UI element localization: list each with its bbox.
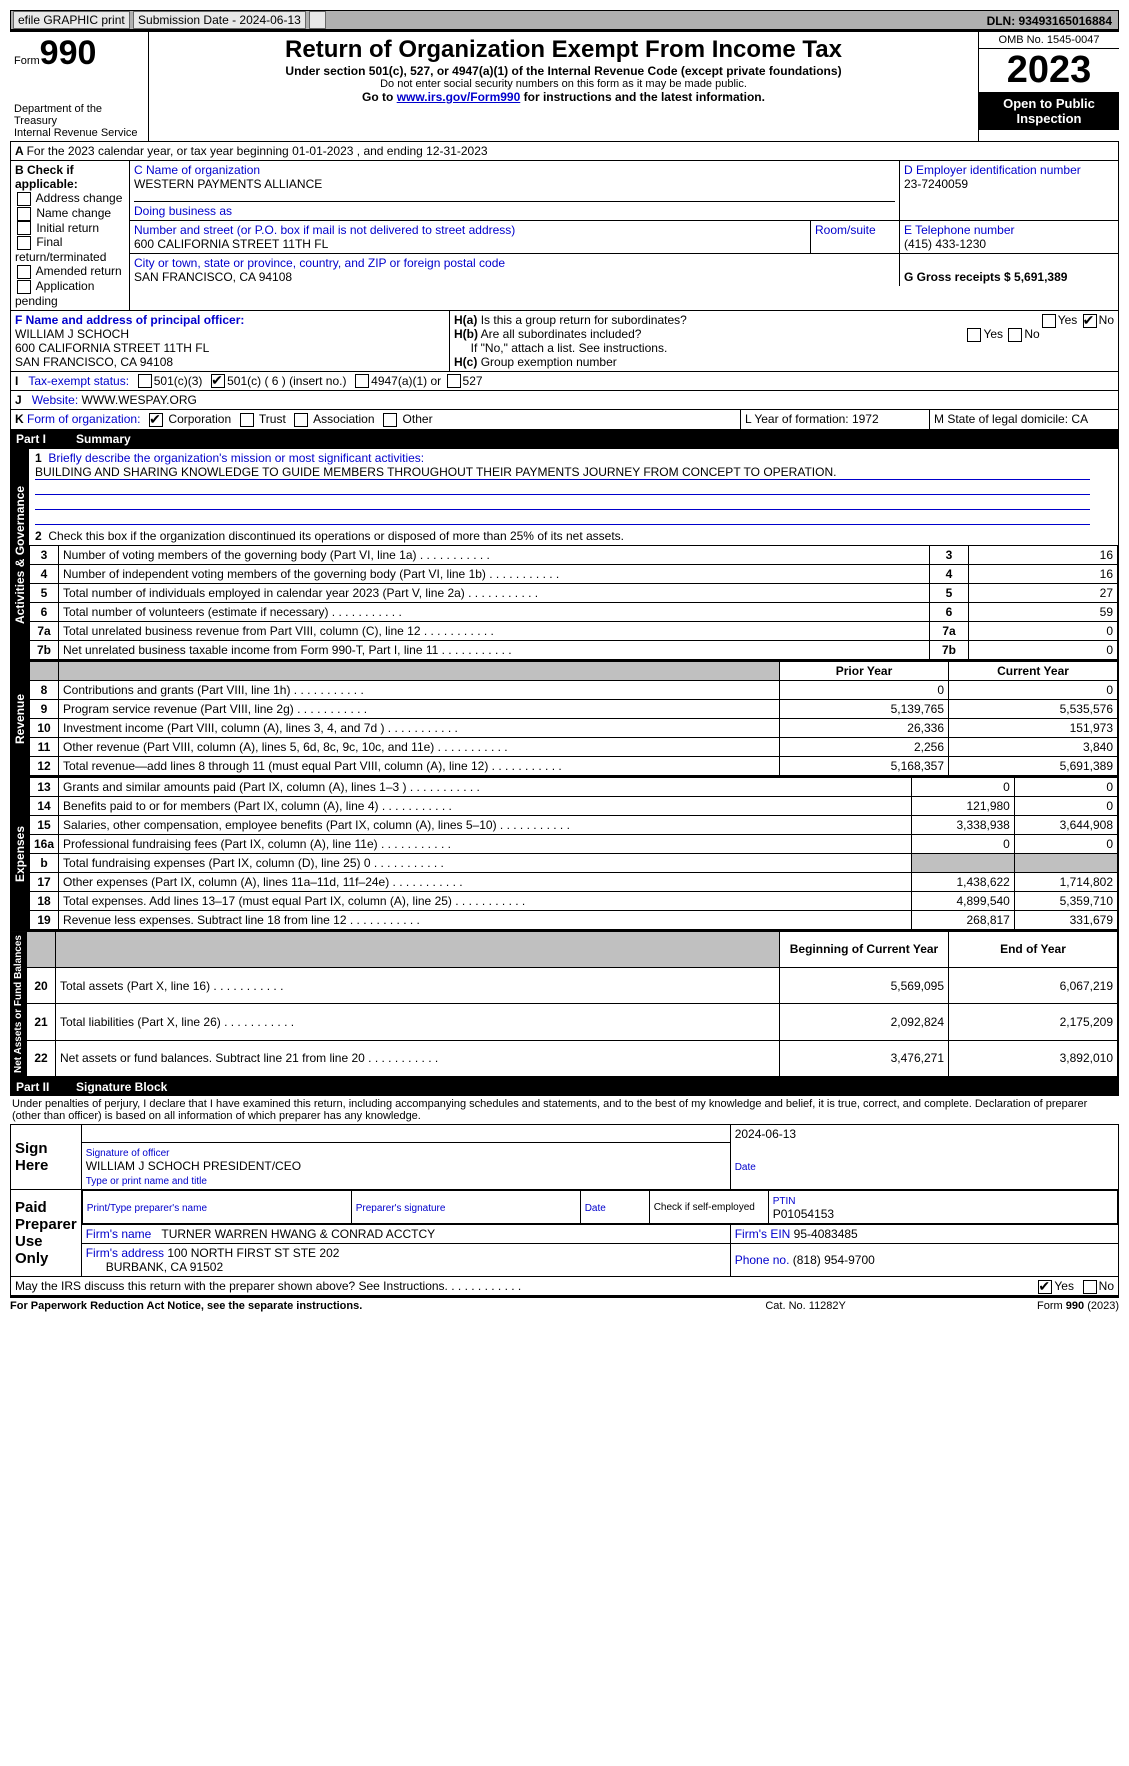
section-a: A For the 2023 calendar year, or tax yea… <box>10 141 1119 430</box>
cb-other[interactable] <box>383 413 397 427</box>
cb-hb-no[interactable] <box>1008 328 1022 342</box>
subtitle-1: Under section 501(c), 527, or 4947(a)(1)… <box>153 64 974 78</box>
cb-name-change[interactable] <box>17 207 31 221</box>
org-name: WESTERN PAYMENTS ALLIANCE <box>134 177 322 191</box>
blank-btn[interactable] <box>309 11 326 29</box>
declaration: Under penalties of perjury, I declare th… <box>10 1096 1119 1124</box>
part2-bar: Part IISignature Block <box>10 1078 1119 1096</box>
phone: (415) 433-1230 <box>904 237 986 251</box>
netassets-table: Beginning of Current YearEnd of Year20To… <box>26 931 1118 1077</box>
cb-trust[interactable] <box>240 413 254 427</box>
cb-ha-yes[interactable] <box>1042 314 1056 328</box>
subtitle-3: Go to www.irs.gov/Form990 for instructio… <box>153 90 974 104</box>
cb-assoc[interactable] <box>294 413 308 427</box>
cb-501c[interactable] <box>211 374 225 388</box>
side-revenue: Revenue <box>11 661 29 776</box>
cb-app-pending[interactable] <box>17 280 31 294</box>
signature-table: Sign Here 2024-06-13 Signature of office… <box>10 1124 1119 1278</box>
governance-table: 3Number of voting members of the governi… <box>29 545 1118 660</box>
open-inspection: Open to Public Inspection <box>979 92 1119 130</box>
part1-bar: Part ISummary <box>10 430 1119 448</box>
street-address: 600 CALIFORNIA STREET 11TH FL <box>134 237 328 251</box>
cb-ha-no[interactable] <box>1083 314 1097 328</box>
form-number: Form990 <box>14 34 144 73</box>
cb-527[interactable] <box>447 374 461 388</box>
irs: Internal Revenue Service <box>14 127 144 139</box>
state-domicile: M State of legal domicile: CA <box>934 412 1088 426</box>
sec-c-label: C Name of organization <box>134 163 260 177</box>
cb-amended[interactable] <box>17 265 31 279</box>
discuss-line: May the IRS discuss this return with the… <box>10 1277 1119 1296</box>
expenses-table: 13Grants and similar amounts paid (Part … <box>29 777 1118 930</box>
ein: 23-7240059 <box>904 177 968 191</box>
footer: For Paperwork Reduction Act Notice, see … <box>10 1296 1119 1312</box>
dept-treasury: Department of the Treasury <box>14 103 144 127</box>
tax-year: 2023 <box>979 49 1119 92</box>
line-a: A For the 2023 calendar year, or tax yea… <box>11 142 1118 160</box>
gross-receipts: G Gross receipts $ 5,691,389 <box>904 270 1067 284</box>
cb-discuss-no[interactable] <box>1083 1280 1097 1294</box>
side-expenses: Expenses <box>11 777 29 930</box>
website: WWW.WESPAY.ORG <box>82 393 197 407</box>
sec-d-label: D Employer identification number <box>904 163 1081 177</box>
year-formation: L Year of formation: 1972 <box>745 412 879 426</box>
cb-501c3[interactable] <box>138 374 152 388</box>
subtitle-2: Do not enter social security numbers on … <box>153 78 974 90</box>
omb-no: OMB No. 1545-0047 <box>979 32 1119 49</box>
city-state-zip: SAN FRANCISCO, CA 94108 <box>134 270 292 284</box>
cb-4947[interactable] <box>355 374 369 388</box>
cb-address-change[interactable] <box>17 192 31 206</box>
top-bar: efile GRAPHIC print Submission Date - 20… <box>10 10 1119 30</box>
header: Form990 Department of the Treasury Inter… <box>10 30 1119 141</box>
irs-link[interactable]: www.irs.gov/Form990 <box>397 90 521 104</box>
cb-corp[interactable] <box>149 413 163 427</box>
sec-b-label: B Check if applicable: <box>15 163 78 191</box>
cb-initial-return[interactable] <box>17 221 31 235</box>
efile-btn[interactable]: efile GRAPHIC print <box>13 11 130 29</box>
dln: DLN: 93493165016884 <box>983 13 1116 29</box>
cb-hb-yes[interactable] <box>967 328 981 342</box>
form-title: Return of Organization Exempt From Incom… <box>153 36 974 64</box>
officer-name: WILLIAM J SCHOCH <box>15 327 129 341</box>
mission: BUILDING AND SHARING KNOWLEDGE TO GUIDE … <box>35 465 1090 480</box>
subdate-btn[interactable]: Submission Date - 2024-06-13 <box>133 11 306 29</box>
side-governance: Activities & Governance <box>11 449 29 660</box>
revenue-table: Prior YearCurrent Year8Contributions and… <box>29 661 1118 776</box>
cb-final-return[interactable] <box>17 236 31 250</box>
cb-discuss-yes[interactable] <box>1038 1280 1052 1294</box>
side-netassets: Net Assets or Fund Balances <box>11 931 26 1077</box>
